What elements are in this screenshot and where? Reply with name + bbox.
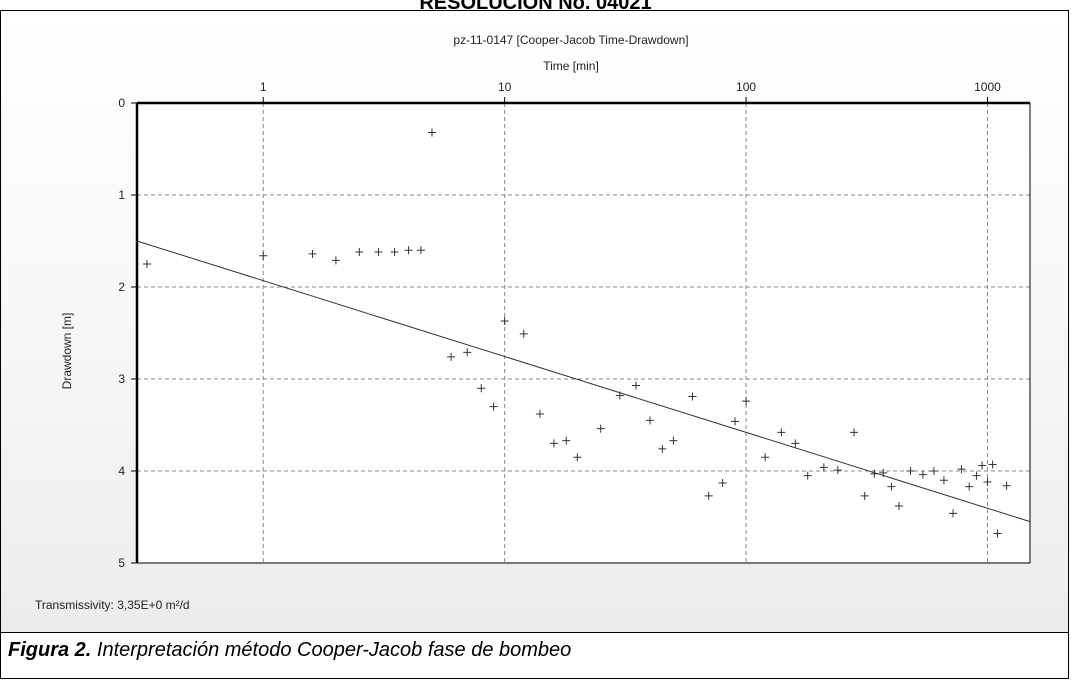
data-point [761,453,770,462]
data-point [918,470,927,479]
data-point [879,468,888,477]
data-point [596,424,605,433]
x-axis-label: Time [min] [543,59,599,73]
y-axis-label: Drawdown [m] [60,313,74,390]
data-point [463,348,472,357]
data-point [669,436,678,445]
data-point [742,397,751,406]
x-tick-label: 1000 [974,80,1001,94]
data-point [957,465,966,474]
data-point [646,416,654,425]
data-point [549,439,558,448]
data-point [308,249,317,258]
data-point [860,491,869,500]
data-point [447,352,456,361]
data-point [895,501,904,510]
caption-label: Figura 2. [8,639,92,661]
y-tick-label: 4 [118,464,125,478]
data-point [427,128,436,137]
data-point [688,392,697,401]
cooper-jacob-chart: pz-11-0147 [Cooper-Jacob Time-Drawdown] … [35,33,1031,612]
data-point [939,476,948,485]
caption-text: Interpretación método Cooper-Jacob fase … [91,639,572,661]
data-point [416,246,425,255]
data-point [731,417,740,426]
y-tick-label: 1 [118,188,125,202]
data-point [477,384,486,393]
data-point [887,482,896,491]
y-tick-label: 3 [118,372,125,386]
data-point [489,402,498,411]
figure-frame [0,10,1069,679]
data-point [374,248,383,257]
fit-line [136,240,1031,523]
data-point [259,251,268,260]
data-point [631,381,640,390]
data-point [983,478,992,487]
data-point [791,439,800,448]
data-point [331,256,340,265]
data-point [142,260,151,268]
chart-title: pz-11-0147 [Cooper-Jacob Time-Drawdown] [453,33,688,47]
data-point [390,248,399,257]
data-point [965,482,974,491]
caption-divider [1,632,1068,633]
data-point [870,469,879,478]
x-tick-label: 100 [736,80,756,94]
data-point [978,461,987,470]
data-point [993,529,1002,538]
data-point [819,463,828,472]
data-point [803,471,812,480]
data-point [1002,481,1011,490]
x-tick-label: 1 [260,80,267,94]
data-point [906,467,915,475]
figure-caption: Figura 2. Interpretación método Cooper-J… [8,639,571,662]
data-point [658,444,667,453]
plot-area: 1 10 100 1000 0 1 2 3 4 5 [118,80,1031,570]
y-tick-label: 2 [118,280,125,294]
data-point [355,248,364,257]
data-point [833,466,842,475]
y-tick-label: 0 [118,96,125,110]
data-point [850,428,859,437]
data-point [988,460,997,469]
data-point [535,409,544,418]
data-point [704,491,713,500]
data-point [718,478,727,487]
data-point [562,436,571,445]
chart-panel: pz-11-0147 [Cooper-Jacob Time-Drawdown] … [1,11,1068,632]
transmissivity-annotation: Transmissivity: 3,35E+0 m²/d [35,598,190,612]
plot-background [137,103,1030,563]
data-point [929,467,938,475]
data-point [949,509,958,518]
data-point [500,317,509,326]
data-point [777,428,786,437]
data-point [615,391,624,400]
data-point [404,246,413,255]
y-tick-label: 5 [118,556,125,570]
x-tick-label: 10 [498,80,512,94]
data-point [519,329,528,338]
data-point [573,453,582,462]
data-point [972,471,981,480]
